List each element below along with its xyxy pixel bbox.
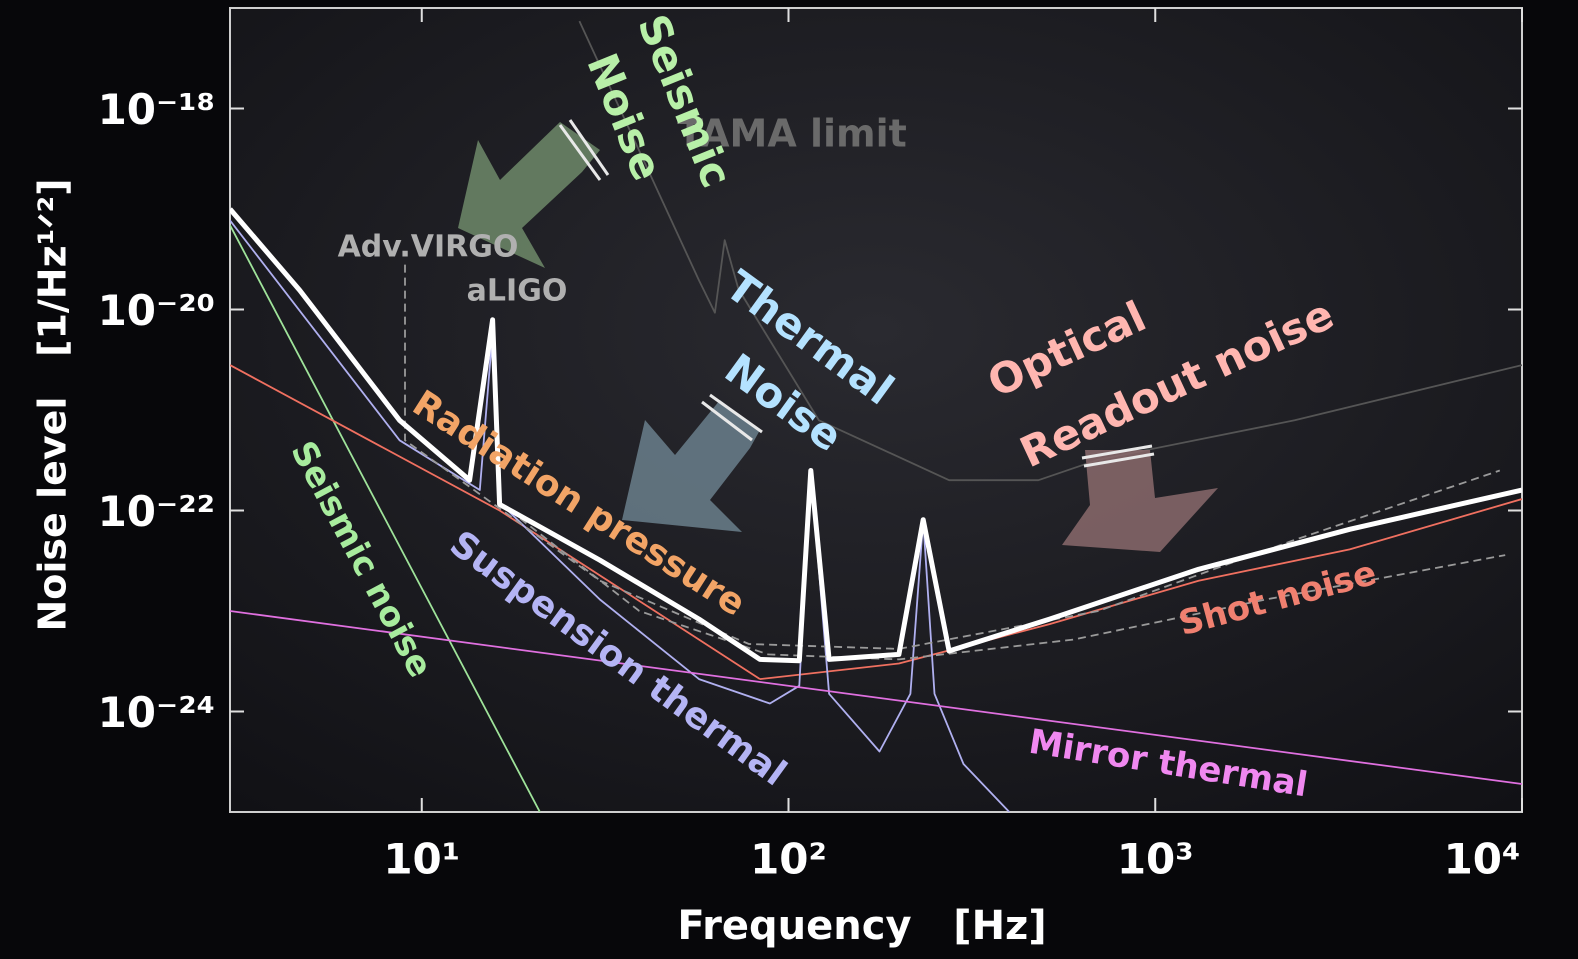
x-tick-label: 10² bbox=[750, 835, 827, 884]
y-tick-label: 10⁻¹⁸ bbox=[98, 85, 215, 134]
y-axis-label: Noise level [1/Hz¹ᐟ²] bbox=[31, 178, 75, 631]
x-axis-label: Frequency [Hz] bbox=[677, 903, 1046, 949]
x-tick-label: 10⁴ bbox=[1444, 835, 1521, 884]
x-tick-label: 10¹ bbox=[383, 835, 460, 884]
y-tick-label: 10⁻²² bbox=[98, 487, 215, 536]
chart: Frequency [Hz] Noise level [1/Hz¹ᐟ²] 10¹… bbox=[0, 0, 1578, 959]
y-tick-label: 10⁻²⁴ bbox=[98, 688, 215, 737]
y-tick-label: 10⁻²⁰ bbox=[98, 286, 215, 335]
series-label: aLIGO bbox=[467, 274, 568, 309]
x-tick-label: 10³ bbox=[1117, 835, 1194, 884]
series-label: Adv.VIRGO bbox=[338, 230, 519, 265]
